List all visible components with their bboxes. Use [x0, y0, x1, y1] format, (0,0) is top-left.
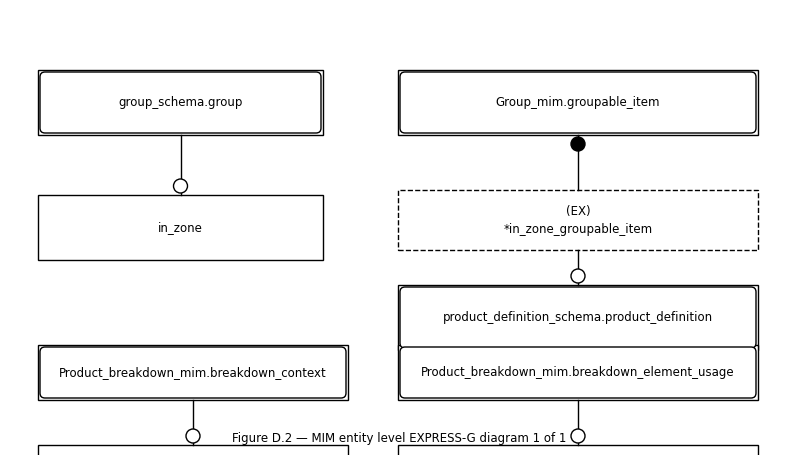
FancyBboxPatch shape — [40, 347, 346, 398]
Bar — [398, 445, 758, 455]
Bar — [398, 70, 758, 135]
Text: Product_breakdown_mim.breakdown_element_usage: Product_breakdown_mim.breakdown_element_… — [421, 366, 735, 379]
Circle shape — [173, 179, 188, 193]
Circle shape — [571, 429, 585, 443]
Bar — [38, 70, 323, 135]
FancyBboxPatch shape — [40, 72, 321, 133]
FancyBboxPatch shape — [400, 72, 756, 133]
Text: Group_mim.groupable_item: Group_mim.groupable_item — [496, 96, 660, 109]
Text: (EX)
*in_zone_groupable_item: (EX) *in_zone_groupable_item — [504, 204, 653, 236]
Bar — [38, 345, 348, 400]
Circle shape — [186, 429, 200, 443]
Circle shape — [571, 137, 585, 151]
Text: group_schema.group: group_schema.group — [118, 96, 243, 109]
Bar — [38, 195, 323, 260]
Bar — [38, 445, 348, 455]
Text: Product_breakdown_mim.breakdown_context: Product_breakdown_mim.breakdown_context — [59, 366, 327, 379]
Circle shape — [571, 269, 585, 283]
Text: in_zone: in_zone — [158, 221, 203, 234]
Bar — [398, 190, 758, 250]
FancyBboxPatch shape — [400, 287, 756, 348]
Bar — [398, 285, 758, 350]
Text: Figure D.2 — MIM entity level EXPRESS-G diagram 1 of 1: Figure D.2 — MIM entity level EXPRESS-G … — [231, 432, 567, 445]
Bar — [398, 345, 758, 400]
Text: product_definition_schema.product_definition: product_definition_schema.product_defini… — [443, 311, 713, 324]
FancyBboxPatch shape — [400, 347, 756, 398]
